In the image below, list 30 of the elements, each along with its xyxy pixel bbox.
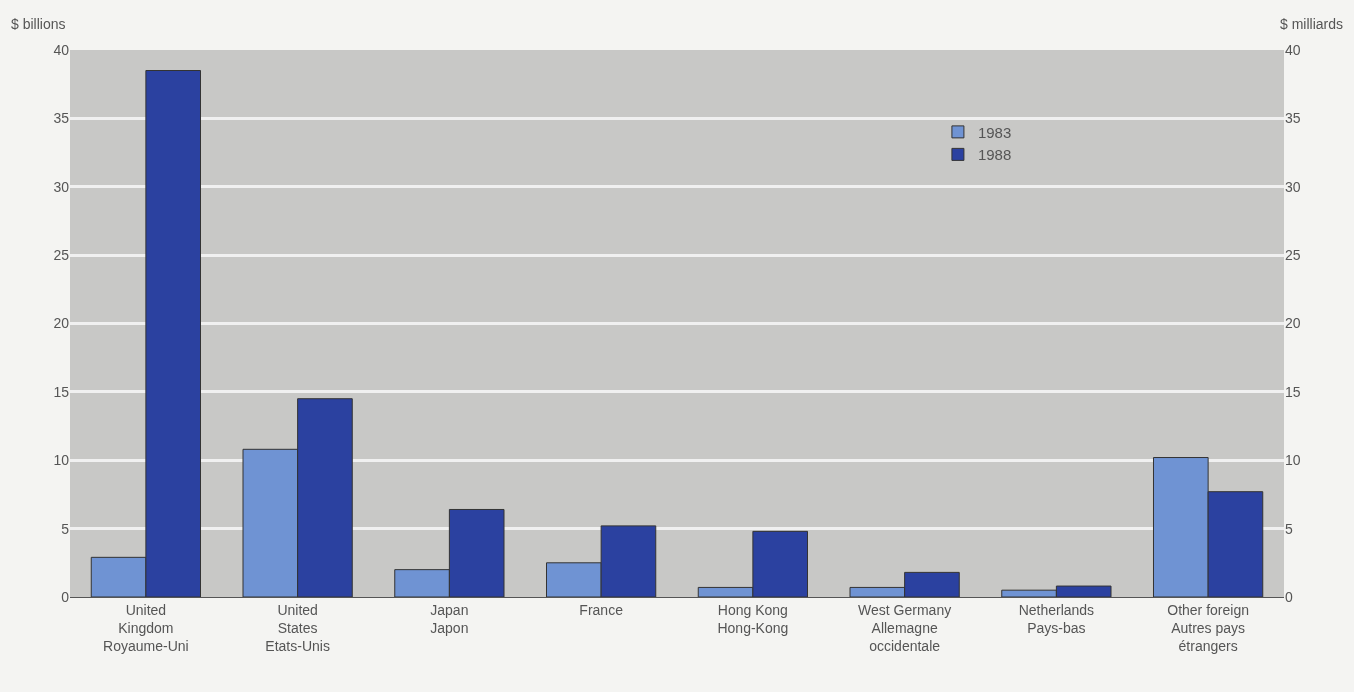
x-tick-label: Netherlands Pays-bas <box>1018 601 1095 636</box>
y-tick-label: 0 <box>61 588 70 605</box>
y2-tick-label: 10 <box>1285 452 1301 469</box>
y-tick-label: 35 <box>53 110 70 127</box>
y-tick-label: 5 <box>61 520 70 537</box>
y-tick-label: 25 <box>53 247 70 264</box>
y2-tick-label: 15 <box>1285 383 1301 400</box>
legend-label: 1988 <box>977 146 1012 164</box>
y2-tick-label: 5 <box>1285 520 1293 537</box>
y2-tick-label: 20 <box>1285 315 1301 332</box>
y2-tick-label: 40 <box>1285 41 1301 58</box>
y2-tick-label: 35 <box>1285 110 1301 127</box>
legend-label: 1983 <box>977 123 1012 141</box>
y-tick-label: 30 <box>53 178 70 195</box>
x-tick-label: France <box>579 601 624 618</box>
x-tick-label: United Kingdom Royaume-Uni <box>103 601 189 655</box>
x-tick-label: United States Etats-Unis <box>265 601 330 655</box>
y2-tick-label: 30 <box>1285 178 1301 195</box>
x-tick-label: Hong Kong Hong-Kong <box>717 601 789 636</box>
y-tick-label: 10 <box>53 452 70 469</box>
x-tick-label: West Germany Allemagne occidentale <box>858 601 952 655</box>
y-axis-title: $ billions <box>11 16 66 32</box>
y-tick-label: 15 <box>53 383 70 400</box>
x-tick-label: Japan Japon <box>430 601 469 636</box>
y-tick-label: 40 <box>53 41 70 58</box>
y2-tick-label: 25 <box>1285 247 1301 264</box>
x-tick-label: Other foreign Autres pays étrangers <box>1167 601 1249 655</box>
y2-tick-label: 0 <box>1285 588 1293 605</box>
y2-axis-title: $ milliards <box>1280 16 1344 32</box>
y-tick-label: 20 <box>53 315 70 332</box>
